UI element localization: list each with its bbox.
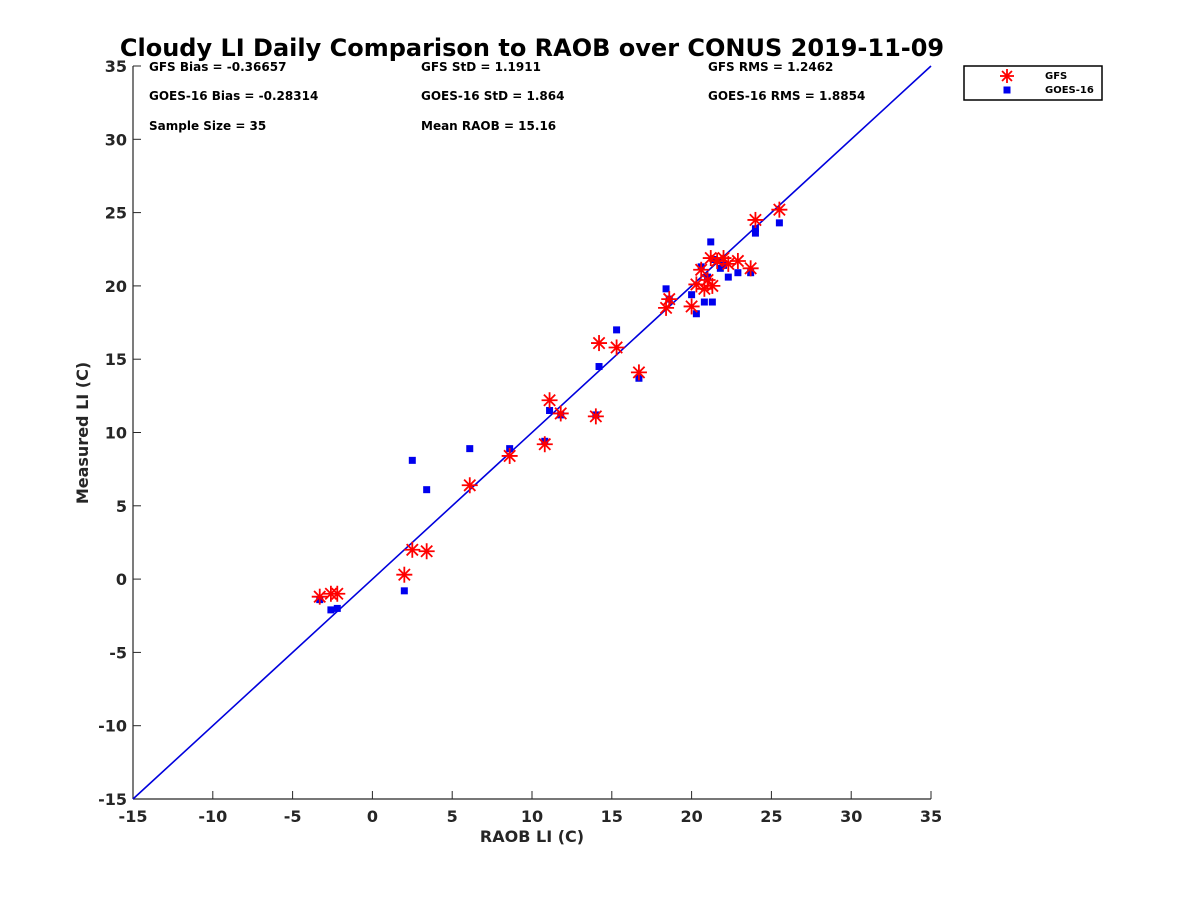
gfs-point [630,364,647,381]
gfs-std-stat: GFS StD = 1.1911 [421,60,541,74]
goes16-point [724,273,732,281]
goes16-point [708,298,716,306]
x-tick-label: 25 [760,807,782,826]
gfs-point [747,211,764,228]
legend: GFS GOES-16 [963,65,1103,101]
x-tick-label: -5 [284,807,302,826]
goes16-point [595,363,603,371]
gfs-point [742,260,759,277]
gfs-point [729,252,746,269]
x-tick-label: -15 [119,807,148,826]
legend-goes-marker [1003,86,1011,94]
goes16-point [775,219,783,227]
gfs-point [693,261,710,278]
goes16-point [333,604,341,612]
gfs-point [404,541,421,558]
goes16-point [707,238,715,246]
goes16-point [423,486,431,494]
legend-gfs-asterisk [1000,69,1014,83]
y-tick-label: 25 [105,204,127,223]
reference-line-group [132,65,932,800]
goes16-point [408,456,416,464]
y-tick-label: 20 [105,277,127,296]
goes16-point [327,606,335,614]
y-tick-label: 35 [105,57,127,76]
y-tick-label: -10 [98,717,127,736]
goes16-point [751,229,759,237]
y-tick-label: 0 [116,570,127,589]
gfs-point [501,447,518,464]
goes16-point [692,310,700,318]
legend-gfs-label: GFS [1045,71,1067,82]
x-tick-label: 20 [680,807,702,826]
gfs-point [608,339,625,356]
x-tick-label: 10 [521,807,543,826]
x-axis-label: RAOB LI (C) [480,827,584,846]
gfs-point [536,436,553,453]
gfs-rms-stat: GFS RMS = 1.2462 [708,60,833,74]
gfs-point [591,335,608,352]
goes16-point [546,407,554,415]
one-to-one-line [132,65,932,800]
y-tick-label: 5 [116,497,127,516]
goes-bias-stat: GOES-16 Bias = -0.28314 [149,89,318,103]
gfs-point [396,566,413,583]
goes16-point [751,225,759,233]
gfs-point [661,291,678,308]
gfs-point [311,588,328,605]
goes16-point [688,291,696,299]
legend-goes-label: GOES-16 [1045,85,1094,96]
x-tick-label: 35 [920,807,942,826]
x-tick-label: -10 [198,807,227,826]
chart-title: Cloudy LI Daily Comparison to RAOB over … [120,34,944,62]
gfs-bias-stat: GFS Bias = -0.36657 [149,60,286,74]
stats-annotations: GFS Bias = -0.36657 GFS StD = 1.1911 GFS… [149,60,865,133]
data-points [311,201,788,614]
gfs-point [683,298,700,315]
gfs-point [552,405,569,422]
x-tick-label: 0 [367,807,378,826]
goes16-point [400,587,408,595]
legend-gfs-marker [1000,69,1014,83]
gfs-point [704,277,721,294]
legend-box [963,65,1103,101]
goes16-point [710,256,718,264]
goes-std-stat: GOES-16 StD = 1.864 [421,89,564,103]
goes-rms-stat: GOES-16 RMS = 1.8854 [708,89,865,103]
goes16-point [662,285,670,293]
mean-raob-stat: Mean RAOB = 15.16 [421,119,556,133]
gfs-point [461,477,478,494]
gfs-point [771,201,788,218]
sample-size-stat: Sample Size = 35 [149,119,266,133]
gfs-point [418,543,435,560]
legend-goes-square [1003,86,1011,94]
y-axis-label: Measured LI (C) [73,362,92,504]
y-tick-label: -5 [109,643,127,662]
goes16-point [466,445,474,453]
axes: -15 -10 -5 0 5 10 15 20 25 30 35 -15 -10 -5 0 5 10 15 20 25… [98,57,942,826]
gfs-point [541,392,558,409]
goes16-point [613,326,621,334]
y-tick-label: 15 [105,350,127,369]
x-tick-label: 30 [840,807,862,826]
y-tick-label: 10 [105,424,127,443]
gfs-point [587,408,604,425]
y-tick-label: 30 [105,130,127,149]
y-tick-label: -15 [98,790,127,809]
x-tick-label: 15 [601,807,623,826]
gfs-point [329,585,346,602]
goes16-point [700,298,708,306]
x-tick-label: 5 [447,807,458,826]
goes16-point [734,269,742,277]
